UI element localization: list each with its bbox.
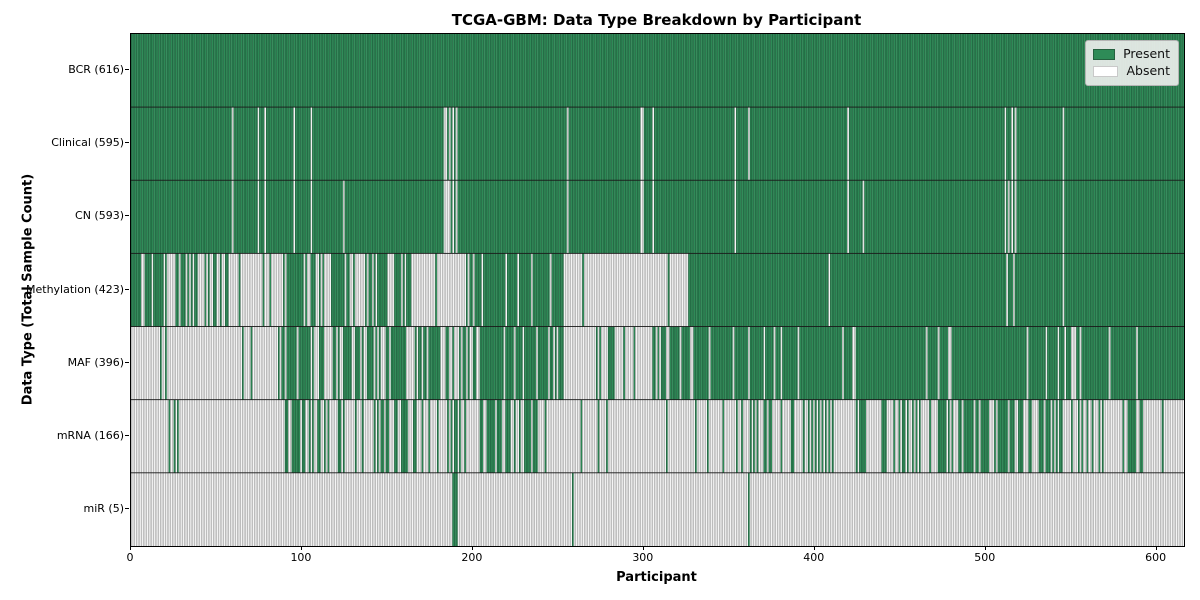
y-tick-label-Methylation: Methylation (423) — [26, 282, 124, 296]
x-tick-mark — [1155, 546, 1157, 550]
y-tick-label-CN: CN (593) — [75, 209, 124, 223]
legend-entry-absent: Absent — [1093, 63, 1170, 80]
y-tick-mark — [125, 361, 129, 363]
x-tick-label-200: 200 — [461, 551, 483, 564]
x-tick-mark — [984, 546, 986, 550]
x-tick-label-600: 600 — [1145, 551, 1167, 564]
x-axis-label: Participant — [616, 570, 697, 585]
x-tick-mark — [813, 546, 815, 550]
x-tick-mark — [300, 546, 302, 550]
y-tick-label-miR: miR (5) — [83, 501, 125, 515]
y-tick-label-MAF: MAF (396) — [67, 355, 124, 369]
legend-label: Absent — [1126, 63, 1170, 79]
y-tick-mark — [125, 142, 129, 144]
chart-title: TCGA-GBM: Data Type Breakdown by Partici… — [451, 11, 862, 29]
y-tick-mark — [125, 288, 129, 290]
x-tick-mark — [130, 546, 131, 550]
plot-area — [130, 33, 1185, 547]
legend: Present Absent — [1085, 40, 1179, 86]
y-tick-mark — [125, 69, 129, 71]
present-swatch-icon — [1093, 49, 1116, 60]
legend-label: Present — [1123, 46, 1170, 62]
x-tick-label-300: 300 — [632, 551, 654, 564]
x-tick-mark — [471, 546, 473, 550]
y-tick-label-BCR: BCR (616) — [68, 63, 124, 77]
y-tick-label-Clinical: Clinical (595) — [51, 136, 124, 150]
heatmap-canvas — [131, 34, 1184, 546]
y-tick-label-mRNA: mRNA (166) — [56, 428, 124, 442]
absent-swatch-icon — [1093, 66, 1119, 77]
x-tick-label-500: 500 — [974, 551, 996, 564]
y-tick-mark — [125, 507, 129, 509]
y-tick-mark — [125, 215, 129, 217]
x-tick-label-100: 100 — [290, 551, 312, 564]
legend-entry-present: Present — [1093, 46, 1170, 63]
x-tick-label-0: 0 — [126, 551, 134, 564]
x-tick-mark — [642, 546, 644, 550]
x-tick-label-400: 400 — [803, 551, 825, 564]
y-tick-mark — [125, 434, 129, 436]
